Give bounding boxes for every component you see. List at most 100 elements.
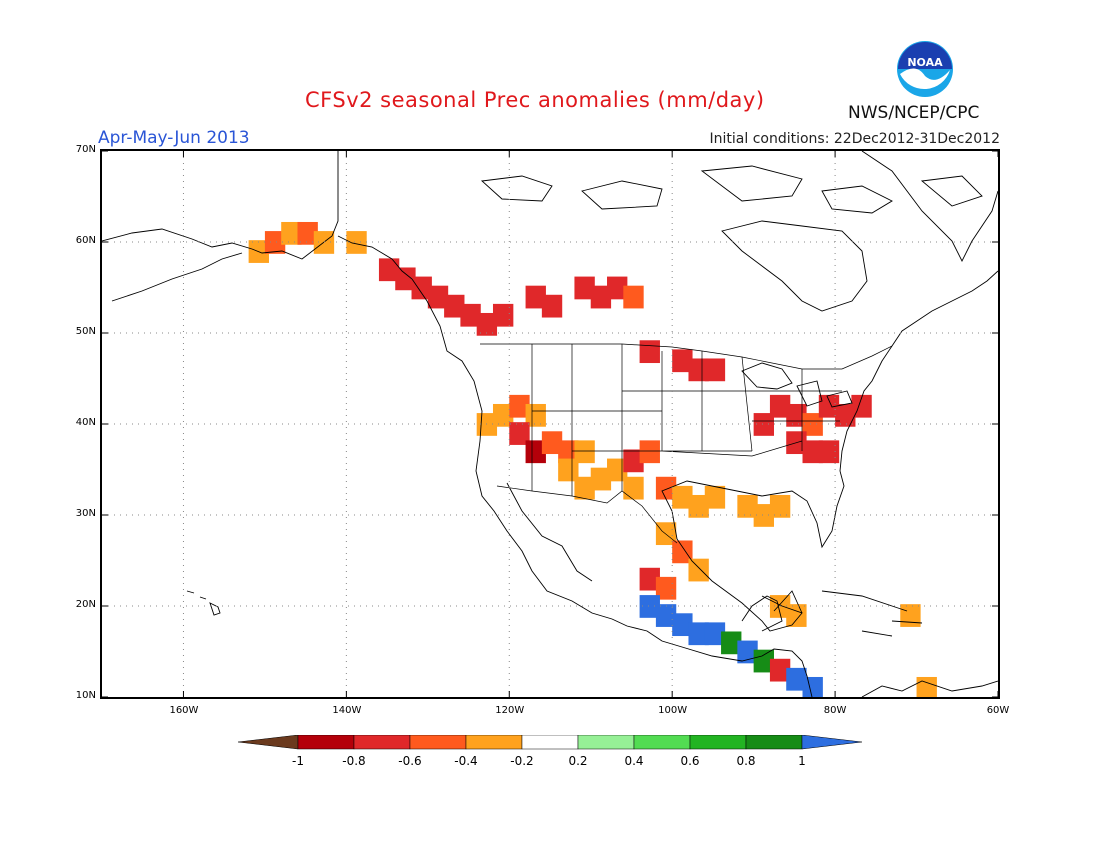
caribbean-islands [821,590,923,637]
greenland-coast [861,151,998,263]
legend-swatch [465,735,523,750]
anomaly-cell [297,221,318,245]
anomaly-cell [639,340,660,364]
anomaly-cell [476,312,498,336]
anomaly-cell [818,394,840,418]
anomaly-cell [704,485,726,509]
anomaly-map [102,151,998,697]
hudson-bay [721,220,868,312]
anomaly-cell [835,403,856,427]
graticule [102,151,998,697]
lat-label: 10N [75,690,96,701]
anomaly-cell [590,467,612,491]
anomaly-cell [916,676,937,697]
anomaly-cell [753,649,774,673]
anomaly-cell [802,676,823,697]
legend-swatch [689,735,747,750]
anomaly-cell [509,422,530,445]
logo-text: NOAA [907,56,943,69]
baja-coast [506,482,593,582]
anomaly-cell [281,221,302,245]
anomaly-cell [525,285,546,309]
anomaly-cell [786,604,807,627]
map-panel [100,149,1000,699]
legend-label: 0.2 [568,754,587,768]
anomaly-cell [753,504,774,527]
legend-swatch [409,735,467,750]
anomaly-cell [492,403,514,427]
anomaly-cell [900,604,921,627]
lat-label: 50N [75,326,96,337]
anomaly-cell [525,403,546,427]
anomaly-cell [655,476,677,500]
west-coast [411,278,813,697]
anomaly-cell [590,285,612,309]
legend-label: -0.8 [342,754,365,768]
anomaly-cell [737,494,758,518]
anomaly-cell [264,231,286,254]
anomaly-cell [541,294,563,318]
yucatan-coast [741,595,783,632]
anomaly-cell [802,413,823,436]
anomaly-cell [395,267,416,291]
legend-label: -1 [292,754,304,768]
lon-label: 80W [823,705,847,716]
anomaly-cell [492,303,514,327]
legend-label: 0.4 [624,754,643,768]
anomaly-cell [721,631,742,655]
legend-label: 0.8 [736,754,755,768]
anomaly-cell [704,622,726,646]
anomaly-cell [639,567,660,591]
anomaly-cell [786,667,807,691]
legend-label: 1 [798,754,806,768]
legend-swatch [353,735,411,750]
anomaly-cells [248,221,937,697]
anomaly-cell [444,294,465,318]
anomaly-cell [672,613,693,637]
axis-ticks [102,151,998,697]
anomaly-cell [623,285,644,309]
anomaly-cell [655,576,677,600]
legend-swatch [745,735,803,750]
lat-label: 60N [75,235,96,246]
anomaly-cell [655,522,677,546]
east-coast [839,270,998,472]
legend-label: -0.4 [454,754,477,768]
anomaly-cell [753,413,774,436]
hawaii-islands [186,590,221,616]
anomaly-cell [574,476,595,500]
lon-label: 60W [986,705,1010,716]
political-borders [480,343,893,544]
coastlines [102,151,998,697]
legend-label: -0.2 [510,754,533,768]
great-lakes [741,362,853,408]
anomaly-cell [558,458,579,482]
aleutian-coast [111,252,243,302]
lat-label: 30N [75,508,96,519]
anomaly-cell [802,440,823,464]
anomaly-cell [688,358,709,382]
legend-swatch [577,735,635,750]
color-legend: -1 -0.8 -0.6 -0.4 -0.2 0.2 0.4 0.6 0.8 1 [238,735,862,768]
anomaly-cell [655,604,677,627]
anomaly-cell [704,358,726,382]
lon-label: 140W [332,705,362,716]
anomaly-cell [558,440,579,464]
anomaly-cell [769,494,791,518]
lon-label: 160W [169,705,199,716]
season-label: Apr-May-Jun 2013 [98,128,250,148]
anomaly-cell [688,558,709,582]
anomaly-cell [818,440,840,464]
legend-label: -0.6 [398,754,421,768]
anomaly-cell [623,449,644,473]
anomaly-cell [346,231,367,254]
legend-label: 0.6 [680,754,699,768]
legend-swatch [633,735,691,750]
anomaly-cell [574,440,595,464]
anomaly-cell [623,476,644,500]
lon-label: 120W [495,705,525,716]
arctic-islands [480,165,983,214]
anomaly-cell [672,349,693,373]
legend-swatch [297,735,355,750]
lon-label: 100W [658,705,688,716]
